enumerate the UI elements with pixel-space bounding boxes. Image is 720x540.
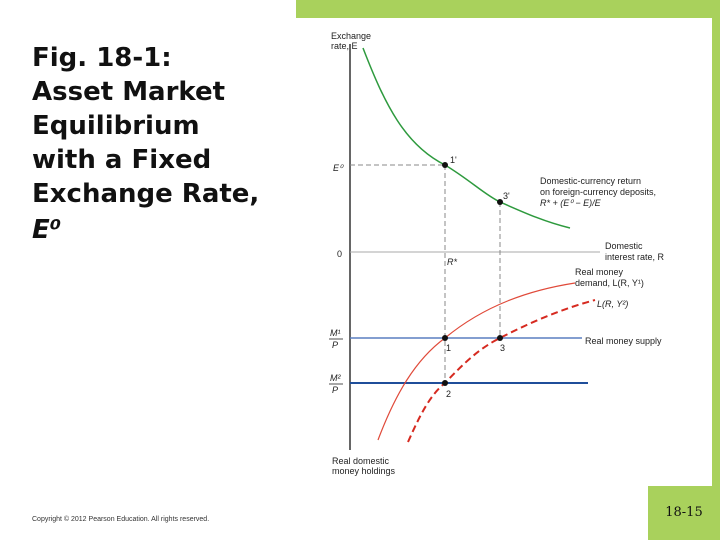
curve-label: Domestic-currency return	[540, 176, 641, 186]
curve-label: on foreign-currency deposits,	[540, 187, 656, 197]
title-line: Fig. 18-1:	[32, 43, 172, 73]
axis-label: money holdings	[332, 466, 396, 476]
axis-label: Real domestic	[332, 456, 390, 466]
curve-label: interest rate, R	[605, 252, 665, 262]
axis-label: rate, E	[331, 41, 358, 51]
title-line: Exchange Rate,	[32, 179, 259, 209]
demand-curve	[377, 282, 576, 441]
return-curve	[362, 47, 571, 229]
axis-label: Exchange	[331, 31, 371, 41]
point	[497, 335, 503, 341]
point	[442, 380, 448, 386]
title-line: E⁰	[32, 215, 61, 245]
page-number: 18-15	[665, 505, 702, 520]
demand-curve-2	[407, 299, 596, 443]
point-label: R*	[447, 257, 457, 267]
diagram: Exchange rate, E Real domestic money hol…	[329, 31, 665, 476]
point-label: 3	[500, 343, 505, 353]
point-label: 2	[446, 389, 451, 399]
point	[442, 335, 448, 341]
page-box	[648, 486, 720, 540]
zero-label: 0	[337, 249, 342, 259]
m2-label: P	[332, 385, 338, 395]
point	[442, 162, 448, 168]
top-bar	[296, 0, 720, 18]
title-line: Equilibrium	[32, 111, 200, 141]
e0-label: E⁰	[333, 163, 344, 173]
curve-label: Real money	[575, 267, 624, 277]
point-label: 1	[446, 343, 451, 353]
m1-label: P	[332, 340, 338, 350]
curve-label: Real money supply	[585, 336, 662, 346]
curve-label: Domestic	[605, 241, 643, 251]
point	[497, 199, 503, 205]
point-label: 3'	[503, 191, 510, 201]
curve-label: R* + (E⁰ − E)/E	[540, 198, 602, 208]
curve-label: L(R, Y²)	[597, 299, 628, 309]
title-line: Asset Market	[32, 77, 225, 107]
title: Fig. 18-1: Asset Market Equilibrium with…	[32, 43, 259, 245]
side-bar	[712, 0, 720, 540]
copyright: Copyright © 2012 Pearson Education. All …	[32, 515, 209, 523]
point-label: 1'	[450, 155, 457, 165]
title-line: with a Fixed	[32, 145, 211, 175]
m2-label: M²	[330, 373, 341, 383]
curve-label: demand, L(R, Y¹)	[575, 278, 644, 288]
m1-label: M¹	[330, 328, 341, 338]
